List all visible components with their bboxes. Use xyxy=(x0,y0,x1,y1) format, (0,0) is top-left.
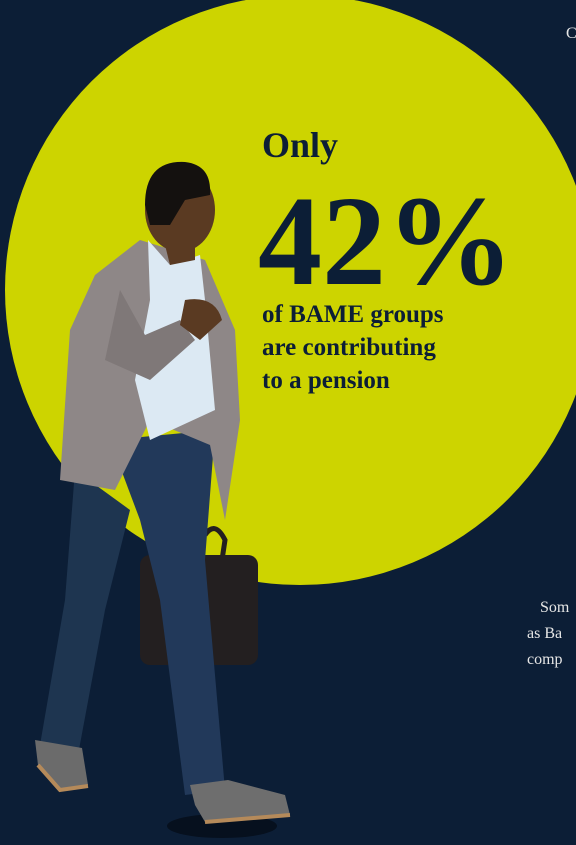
headline-line: to a pension xyxy=(262,367,390,394)
side-text: C xyxy=(566,25,576,42)
figure: 42% xyxy=(258,170,514,312)
lead-text: Only xyxy=(262,125,338,165)
side-text: comp xyxy=(527,651,563,668)
headline-line: are contributing xyxy=(262,334,436,361)
side-text: Som xyxy=(540,599,570,616)
headline-line: of BAME groups xyxy=(262,301,444,328)
man-illustration xyxy=(35,161,291,838)
side-text: as Ba xyxy=(527,625,562,642)
